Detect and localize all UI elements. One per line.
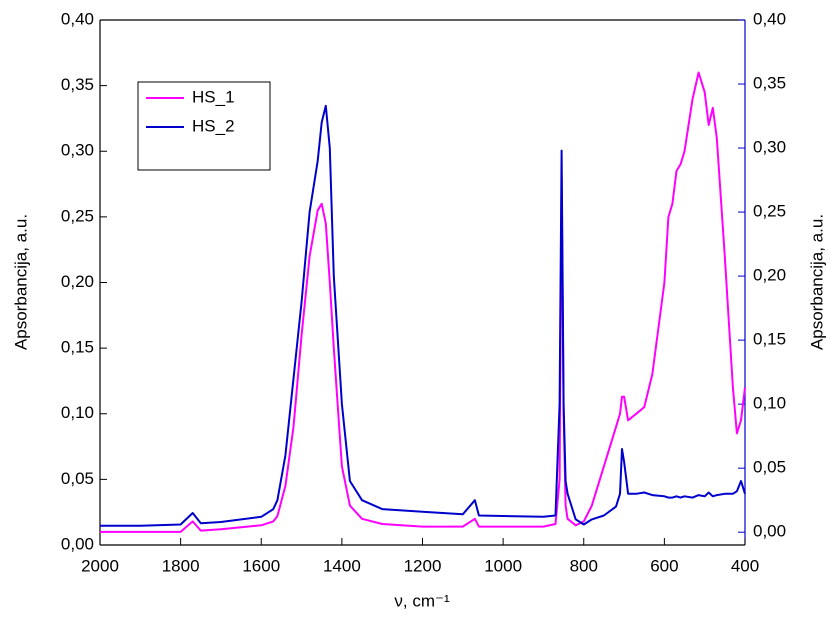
- y-tick-label: 0,05: [61, 469, 94, 488]
- series-line: [100, 104, 746, 527]
- y-tick-label: 0,10: [61, 403, 94, 422]
- legend-label: HS_1: [192, 87, 235, 106]
- x-tick-label: 400: [731, 556, 759, 575]
- x-tick-label: 1200: [404, 556, 442, 575]
- y-tick-label: 0,40: [61, 9, 94, 28]
- y-axis-label: Apsorbancija, a.u.: [11, 214, 30, 350]
- x-tick-label: 2000: [81, 556, 119, 575]
- y2-tick-label: 0,15: [753, 330, 786, 349]
- y2-tick-label: 0,05: [753, 458, 786, 477]
- y-tick-label: 0,25: [61, 206, 94, 225]
- x-axis-label: ν, cm⁻¹: [394, 591, 450, 610]
- x-tick-label: 800: [570, 556, 598, 575]
- y2-tick-label: 0,35: [753, 74, 786, 93]
- y2-tick-label: 0,40: [753, 9, 786, 28]
- y-tick-label: 0,20: [61, 272, 94, 291]
- y2-axis-label: Apsorbancija, a.u.: [807, 214, 826, 350]
- y2-tick-label: 0,25: [753, 202, 786, 221]
- x-tick-label: 1800: [162, 556, 200, 575]
- y-tick-label: 0,00: [61, 534, 94, 553]
- x-tick-label: 1400: [323, 556, 361, 575]
- y2-tick-label: 0,30: [753, 138, 786, 157]
- y-tick-label: 0,15: [61, 338, 94, 357]
- y2-tick-label: 0,10: [753, 394, 786, 413]
- x-tick-label: 1600: [242, 556, 280, 575]
- legend-label: HS_2: [192, 116, 235, 135]
- y-tick-label: 0,30: [61, 141, 94, 160]
- y2-tick-label: 0,00: [753, 522, 786, 541]
- y2-tick-label: 0,20: [753, 266, 786, 285]
- y-tick-label: 0,35: [61, 75, 94, 94]
- x-tick-label: 600: [650, 556, 678, 575]
- x-tick-label: 1000: [484, 556, 522, 575]
